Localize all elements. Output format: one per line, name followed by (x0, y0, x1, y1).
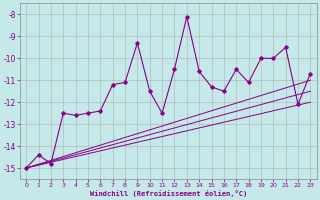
X-axis label: Windchill (Refroidissement éolien,°C): Windchill (Refroidissement éolien,°C) (90, 190, 247, 197)
